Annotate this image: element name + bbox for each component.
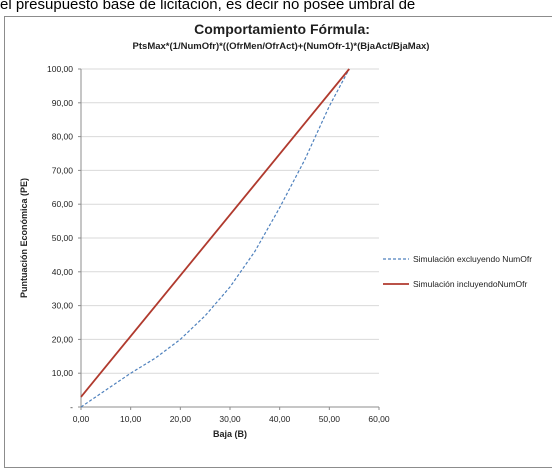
y-tick-label-0: - [70,402,73,412]
y-tick-labels: - 10,00 20,00 30,00 40,00 50,00 60,00 70,00 80,0… [47,64,73,412]
y-tick-label-10: 100,00 [47,64,73,74]
x-tick-label-4: 40,00 [269,414,291,424]
y-tick-label-3: 30,00 [52,301,74,311]
grid-lines [78,68,380,410]
series-line-0 [80,68,350,408]
y-tick-label-4: 40,00 [52,267,74,277]
y-tick-label-9: 90,00 [52,98,74,108]
document-text-above: el presupuesto base de licitación, es de… [0,0,416,13]
y-tick-label-2: 20,00 [52,334,74,344]
x-tick-labels: 0,00 10,00 20,00 30,00 40,00 50,00 60,00 [73,414,390,424]
chart-subtitle: PtsMax*(1/NumOfr)*((OfrMen/OfrAct)+(NumO… [133,41,430,52]
series-line-1 [80,68,350,398]
x-tick-label-3: 30,00 [219,414,241,424]
legend: Simulación excluyendo NumOfr Simulación i… [383,254,532,289]
chart-frame: Comportamiento Fórmula: PtsMax*(1/NumOfr… [4,16,552,468]
x-tick-label-1: 10,00 [120,414,142,424]
y-tick-label-6: 60,00 [52,199,74,209]
x-axis-title: Baja (B) [213,429,247,439]
y-tick-label-5: 50,00 [52,233,74,243]
legend-label-0: Simulación excluyendo NumOfr [413,254,532,264]
y-axis-title: Puntuación Económica (PE) [19,178,29,298]
x-tick-label-2: 20,00 [170,414,192,424]
x-tick-label-5: 50,00 [319,414,341,424]
chart-title: Comportamiento Fórmula: [194,21,370,37]
y-tick-label-1: 10,00 [52,368,74,378]
legend-label-1: Simulación incluyendoNumOfr [413,279,527,289]
x-tick-label-0: 0,00 [73,414,90,424]
y-tick-label-7: 70,00 [52,165,74,175]
chart-svg: Comportamiento Fórmula: PtsMax*(1/NumOfr… [19,21,532,439]
x-tick-label-6: 60,00 [368,414,390,424]
series-group [80,68,350,408]
y-tick-label-8: 80,00 [52,132,74,142]
